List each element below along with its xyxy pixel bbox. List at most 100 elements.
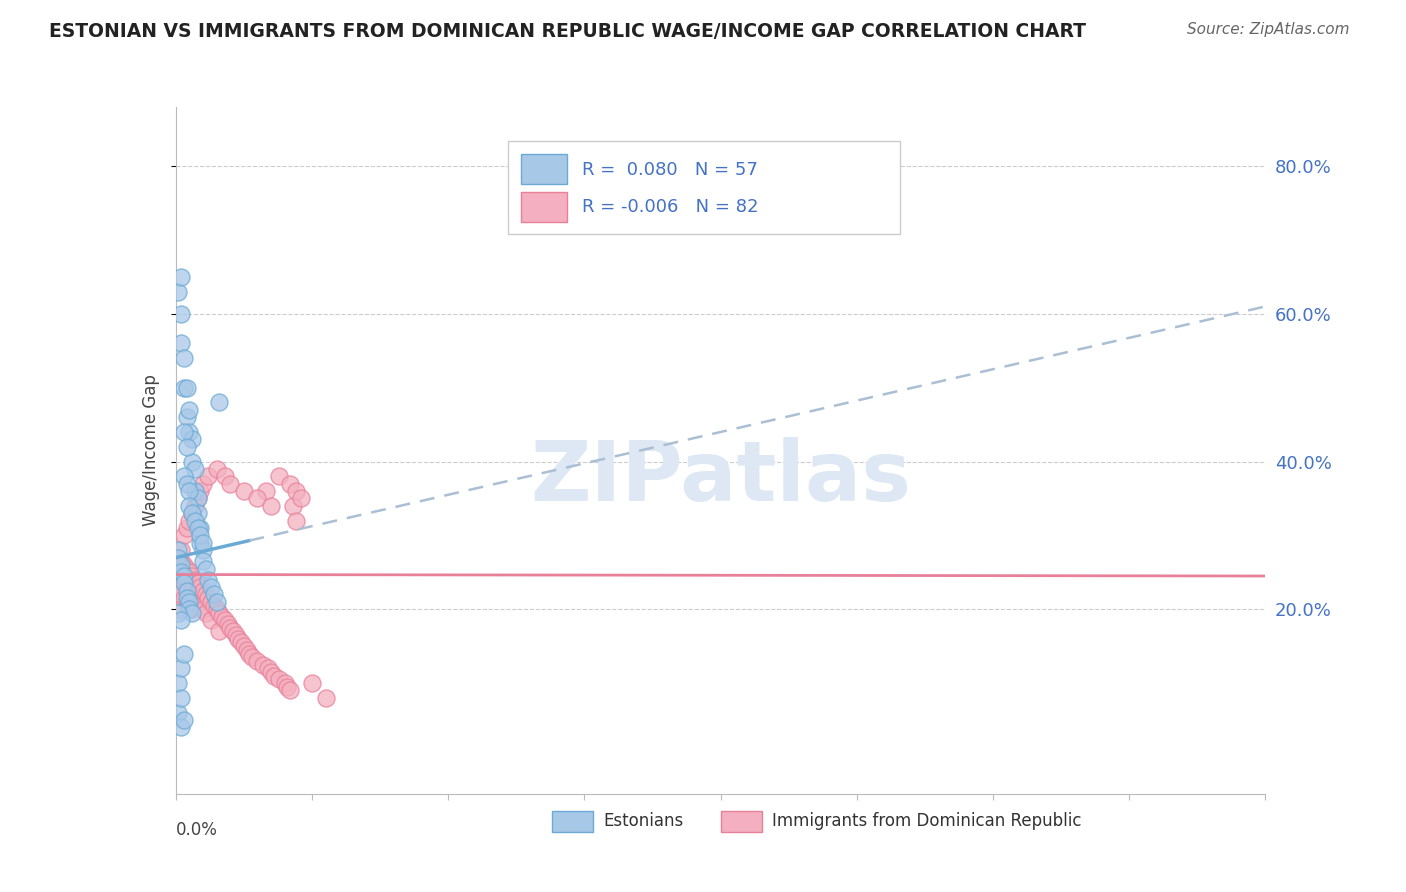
Point [179,602,201,616]
Point [188,535,211,549]
Point [167,706,190,720]
FancyBboxPatch shape [721,811,762,831]
Point [170,661,193,675]
Point [246,491,269,506]
Point [202,599,225,613]
Point [173,573,195,587]
Point [170,583,193,598]
Point [184,591,207,606]
Point [238,647,260,661]
FancyBboxPatch shape [551,811,593,831]
Point [186,491,209,506]
Point [208,395,231,409]
Point [186,521,209,535]
FancyBboxPatch shape [522,192,567,222]
Point [269,673,291,687]
Point [194,587,217,601]
Point [170,566,193,580]
Point [211,609,233,624]
Point [263,669,285,683]
Point [202,587,225,601]
Point [200,580,222,594]
Point [170,269,193,284]
Point [191,554,214,568]
Point [197,591,219,606]
Point [188,580,211,594]
Point [181,506,204,520]
Point [170,569,193,583]
Point [197,469,219,483]
Point [170,307,193,321]
Point [235,643,257,657]
Point [274,676,297,690]
Point [315,690,337,705]
Point [214,613,236,627]
Point [278,683,301,698]
Point [173,569,195,583]
Point [173,591,195,606]
Point [181,583,204,598]
Point [181,602,204,616]
Point [278,476,301,491]
Point [240,650,263,665]
Point [173,647,195,661]
Point [186,595,209,609]
Point [205,602,228,616]
Point [205,595,228,609]
Point [170,554,193,568]
Point [184,573,207,587]
Point [284,514,307,528]
Point [181,606,204,620]
Point [260,499,283,513]
Point [246,654,269,668]
Point [184,462,207,476]
Point [184,484,207,499]
Point [188,484,211,499]
Point [200,595,222,609]
FancyBboxPatch shape [508,141,900,234]
Point [167,676,190,690]
Point [170,336,193,351]
Point [208,606,231,620]
Point [176,476,198,491]
Text: R =  0.080   N = 57: R = 0.080 N = 57 [582,161,758,178]
Point [194,561,217,575]
Point [179,580,201,594]
Point [176,521,198,535]
Point [232,639,254,653]
Point [181,569,204,583]
Point [194,606,217,620]
Point [276,680,298,694]
Point [208,624,231,639]
Point [197,573,219,587]
Point [167,580,190,594]
Text: ZIPatlas: ZIPatlas [530,437,911,518]
Point [214,469,236,483]
Point [260,665,283,679]
Point [167,543,190,558]
Point [184,499,207,513]
Point [179,425,201,439]
Point [173,576,195,591]
Point [219,621,242,635]
Point [173,469,195,483]
Point [186,491,209,506]
Point [181,454,204,468]
Point [170,720,193,734]
Point [200,613,222,627]
Point [257,661,280,675]
Point [176,440,198,454]
Point [184,514,207,528]
Point [191,583,214,598]
Point [167,550,190,565]
Point [173,425,195,439]
Point [191,476,214,491]
Point [176,583,198,598]
Point [269,469,291,483]
Point [167,285,190,299]
Point [179,599,201,613]
Point [254,484,277,499]
Point [167,606,190,620]
Point [176,410,198,425]
Text: Immigrants from Dominican Republic: Immigrants from Dominican Republic [772,813,1081,830]
